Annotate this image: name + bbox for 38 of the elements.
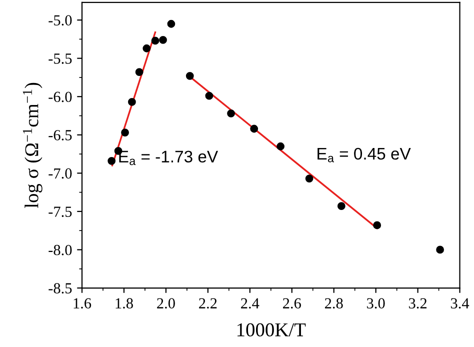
x-tick-label: 1.6 (74, 298, 92, 309)
y-tick-label: -6.0 (48, 92, 72, 102)
x-tick-label: 2.8 (324, 298, 343, 309)
point (436, 246, 444, 254)
point (250, 124, 258, 133)
x-tick-label: 3.2 (408, 298, 427, 309)
point (121, 128, 129, 137)
point (305, 174, 314, 182)
point (135, 68, 144, 76)
x-tick-label: 2.6 (283, 298, 301, 309)
y-tick-label: -7.0 (48, 168, 72, 179)
x-tick-label: 2.4 (241, 298, 260, 309)
point (337, 202, 346, 210)
y-tick-label: -5.5 (48, 54, 72, 64)
y-axis-title: log σ (Ω$^{−1}$cm$^{−1}$) (22, 82, 42, 208)
point (128, 98, 136, 106)
point (186, 72, 194, 80)
point (151, 36, 160, 45)
y-tick-label: -7.5 (48, 206, 72, 217)
point (276, 142, 284, 150)
x-tick-label: 2.2 (199, 298, 217, 309)
x-tick-label: 3.4 (450, 298, 470, 309)
point (159, 36, 167, 44)
point (227, 109, 235, 118)
annotation: E$_{a}$ = 0.45 eV (318, 148, 411, 162)
point (142, 44, 151, 52)
x-tick-label: 2.0 (157, 298, 175, 309)
y-tick-label: -6.5 (48, 130, 72, 140)
y-tick-label: -8.0 (48, 244, 72, 256)
y-tick-label: -8.5 (48, 283, 72, 294)
point (205, 92, 214, 100)
point (108, 156, 116, 165)
x-axis-title: 1000K/T (237, 323, 306, 336)
x-tick-label: 1.8 (116, 298, 133, 309)
point (167, 20, 176, 28)
y-tick-label: -5.0 (48, 15, 72, 26)
point (373, 221, 382, 230)
x-tick-label: 3.0 (367, 298, 385, 309)
